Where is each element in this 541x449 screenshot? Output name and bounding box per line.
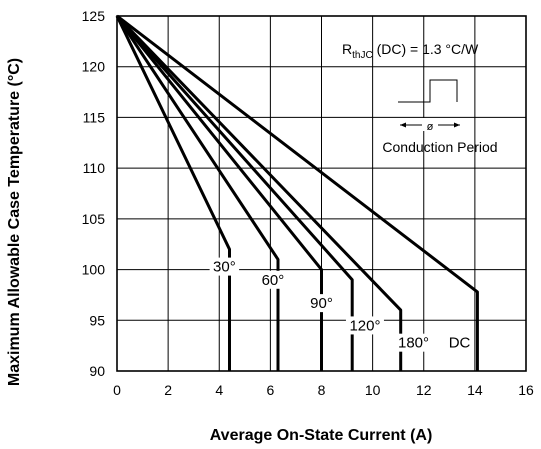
waveform-line [398, 79, 458, 103]
curve-label-bg-1 [258, 270, 288, 289]
x-tick-label-1: 2 [164, 382, 172, 398]
rth-value: (DC) = 1.3 °C/W [373, 41, 479, 57]
curve-label-4: 180° [398, 335, 429, 352]
y-tick-label-0: 125 [82, 8, 106, 24]
curve-label-bg-4 [394, 333, 433, 352]
curve-label-0: 30° [213, 259, 236, 276]
curve-label-bg-3 [345, 316, 384, 335]
rth-subscript: thJC [352, 50, 373, 61]
x-tick-label-7: 14 [467, 382, 483, 398]
curve-1 [115, 15, 280, 371]
y-tick-label-5: 100 [82, 262, 106, 278]
conduction-period-label: Conduction Period [382, 139, 497, 155]
y-axis-title: Maximum Allowable Case Temperature (°C) [6, 58, 23, 386]
x-tick-labels: 0 2 4 6 8 10 12 14 16 [113, 382, 534, 398]
x-tick-label-3: 6 [266, 382, 274, 398]
x-tick-label-8: 16 [518, 382, 534, 398]
x-tick-label-5: 10 [365, 382, 381, 398]
curve-label-3: 120° [349, 317, 380, 334]
curve-label-1: 60° [262, 272, 285, 289]
rth-symbol: R [342, 41, 352, 57]
curve-labels: 30° 60° 90° 120° 180° DC [209, 257, 471, 352]
rth-annotation: RthJC (DC) = 1.3 °C/W [342, 41, 479, 61]
conduction-period-diagram: ø Conduction Period [382, 79, 498, 155]
y-tick-label-3: 110 [83, 160, 106, 176]
curve-label-bg-5 [449, 333, 471, 352]
plot-frame [116, 15, 527, 372]
curve-0 [115, 15, 231, 371]
x-axis-title: Average On-State Current (A) [210, 427, 433, 444]
x-tick-label-2: 4 [215, 382, 223, 398]
curve-3 [115, 15, 354, 371]
y-tick-label-7: 90 [89, 363, 105, 379]
phi-label-background [422, 118, 438, 131]
curve-label-bg-0 [209, 257, 240, 276]
curve-label-5: DC [449, 335, 471, 352]
curve-label-2: 90° [310, 295, 333, 312]
period-arrow-right [454, 122, 460, 128]
y-tick-labels: 125 120 115 110 105 100 95 90 [82, 8, 106, 379]
curve-5 [116, 14, 479, 371]
x-tick-label-0: 0 [113, 382, 121, 398]
x-tick-label-4: 8 [318, 382, 326, 398]
x-tick-label-6: 12 [416, 382, 432, 398]
phi-label: ø [427, 121, 434, 133]
curve-label-bg-2 [306, 294, 337, 313]
y-tick-label-6: 95 [89, 312, 105, 328]
y-tick-label-2: 115 [83, 109, 106, 125]
y-tick-label-1: 120 [82, 59, 106, 75]
curve-2 [115, 15, 323, 371]
y-tick-label-4: 105 [82, 211, 106, 227]
period-arrow-left [400, 122, 406, 128]
